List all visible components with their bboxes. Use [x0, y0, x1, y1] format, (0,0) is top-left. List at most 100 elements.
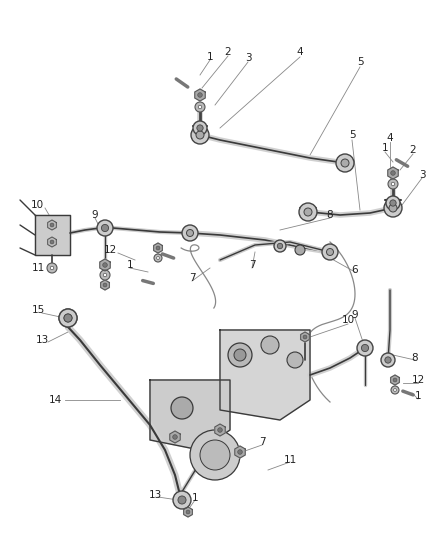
Text: 1: 1: [415, 391, 421, 401]
Circle shape: [156, 246, 160, 250]
Circle shape: [274, 240, 286, 252]
Circle shape: [287, 352, 303, 368]
Text: 5: 5: [357, 57, 363, 67]
Text: 15: 15: [32, 305, 45, 315]
Text: 1: 1: [192, 493, 198, 503]
Polygon shape: [215, 424, 225, 436]
Polygon shape: [154, 243, 162, 253]
Circle shape: [197, 125, 203, 131]
Text: 14: 14: [48, 395, 62, 405]
Polygon shape: [35, 215, 70, 255]
Text: 12: 12: [411, 375, 424, 385]
Text: 10: 10: [342, 315, 355, 325]
Circle shape: [157, 256, 159, 260]
Circle shape: [50, 266, 54, 270]
Text: 1: 1: [207, 52, 213, 62]
Text: 2: 2: [410, 145, 416, 155]
Text: 6: 6: [352, 265, 358, 275]
Circle shape: [336, 154, 354, 172]
Text: 7: 7: [249, 260, 255, 270]
Circle shape: [390, 200, 396, 206]
Circle shape: [186, 510, 190, 514]
Polygon shape: [300, 332, 309, 342]
Circle shape: [102, 224, 109, 232]
Circle shape: [299, 203, 317, 221]
Text: 10: 10: [30, 200, 43, 210]
Circle shape: [50, 223, 54, 227]
Circle shape: [361, 344, 369, 352]
Text: 3: 3: [419, 170, 425, 180]
Circle shape: [190, 430, 240, 480]
Circle shape: [64, 314, 72, 322]
Text: 9: 9: [352, 310, 358, 320]
Circle shape: [196, 131, 204, 139]
Circle shape: [59, 309, 77, 327]
Circle shape: [178, 496, 186, 504]
Circle shape: [59, 309, 77, 327]
Text: 1: 1: [381, 143, 389, 153]
Text: 2: 2: [225, 47, 231, 57]
Polygon shape: [184, 507, 192, 517]
Polygon shape: [195, 89, 205, 101]
Circle shape: [100, 270, 110, 280]
Circle shape: [234, 349, 246, 361]
Circle shape: [200, 440, 230, 470]
Circle shape: [97, 220, 113, 236]
Text: 9: 9: [92, 210, 98, 220]
Text: 7: 7: [189, 273, 195, 283]
Circle shape: [171, 397, 193, 419]
Circle shape: [103, 273, 107, 277]
Circle shape: [173, 435, 177, 439]
Circle shape: [64, 314, 72, 322]
Polygon shape: [235, 446, 245, 458]
Polygon shape: [170, 431, 180, 443]
Circle shape: [154, 254, 162, 262]
Circle shape: [295, 245, 305, 255]
Text: 13: 13: [35, 335, 49, 345]
Polygon shape: [101, 280, 110, 290]
Text: 11: 11: [32, 263, 45, 273]
Circle shape: [326, 248, 333, 255]
Circle shape: [193, 121, 207, 135]
Polygon shape: [388, 167, 398, 179]
Circle shape: [393, 378, 397, 382]
Circle shape: [385, 357, 391, 363]
Circle shape: [47, 263, 57, 273]
Polygon shape: [391, 375, 399, 385]
Circle shape: [182, 225, 198, 241]
Text: 5: 5: [349, 130, 355, 140]
Text: 8: 8: [412, 353, 418, 363]
Circle shape: [50, 240, 54, 244]
Circle shape: [391, 386, 399, 394]
Circle shape: [191, 126, 209, 144]
Polygon shape: [100, 259, 110, 271]
Circle shape: [341, 159, 349, 167]
Circle shape: [228, 343, 252, 367]
Circle shape: [198, 105, 202, 109]
Circle shape: [103, 283, 107, 287]
Circle shape: [103, 263, 107, 267]
Text: 7: 7: [259, 437, 265, 447]
Polygon shape: [48, 237, 57, 247]
Circle shape: [198, 93, 202, 98]
Circle shape: [303, 335, 307, 339]
Circle shape: [187, 230, 194, 237]
Polygon shape: [48, 220, 57, 230]
Text: 4: 4: [387, 133, 393, 143]
Text: 8: 8: [327, 210, 333, 220]
Circle shape: [391, 182, 395, 185]
Circle shape: [391, 171, 395, 175]
Circle shape: [386, 196, 400, 210]
Circle shape: [381, 353, 395, 367]
Circle shape: [357, 340, 373, 356]
Text: 11: 11: [283, 455, 297, 465]
Circle shape: [322, 244, 338, 260]
Circle shape: [261, 336, 279, 354]
Circle shape: [173, 491, 191, 509]
Circle shape: [394, 389, 396, 391]
Circle shape: [389, 204, 397, 212]
Text: 3: 3: [245, 53, 251, 63]
Polygon shape: [220, 330, 310, 420]
Text: 1: 1: [127, 260, 133, 270]
Circle shape: [384, 199, 402, 217]
